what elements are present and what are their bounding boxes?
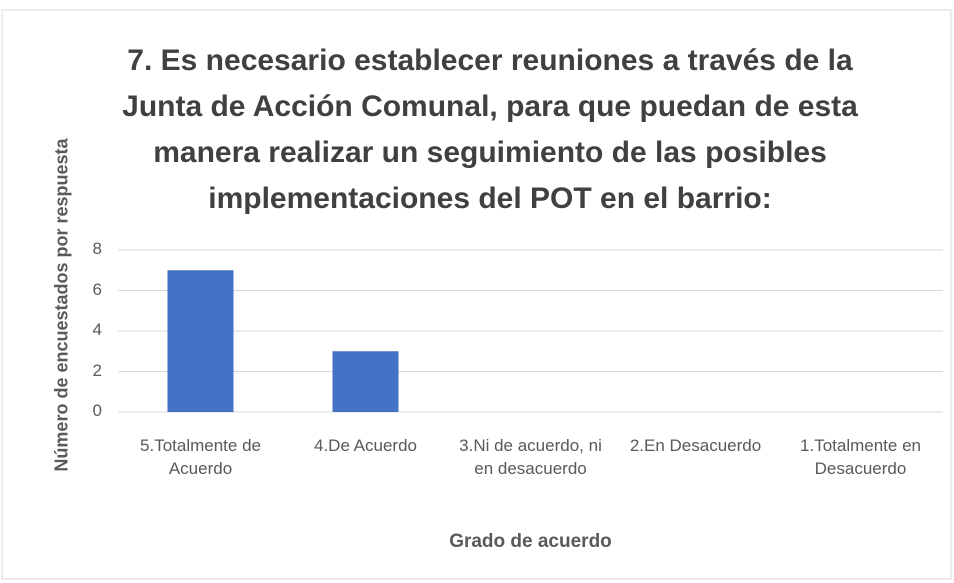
y-tick-label: 8 [92, 239, 102, 258]
x-tick-label: 4.De Acuerdo [313, 436, 417, 455]
x-tick-label: 3.Ni de acuerdo, ni en desacuerdo [459, 436, 602, 478]
y-tick-label: 6 [92, 279, 102, 299]
chart-title: 7. Es necesario establecer reuniones a t… [122, 44, 858, 215]
bar [332, 351, 399, 412]
x-tick-label: 2.En Desacuerdo [629, 436, 762, 455]
y-tick-label: 2 [92, 360, 102, 380]
x-tick-label: 5.Totalmente de Acuerdo [140, 436, 261, 478]
y-axis-title: Número de encuestados por respuesta [51, 138, 72, 472]
y-tick-label: 0 [92, 401, 102, 420]
x-tick-label: 1.Totalmente en Desacuerdo [800, 436, 921, 478]
chart-border [1, 9, 952, 580]
y-tick-label: 4 [92, 320, 102, 339]
x-axis-title: Grado de acuerdo [449, 531, 612, 552]
bar [167, 270, 234, 412]
